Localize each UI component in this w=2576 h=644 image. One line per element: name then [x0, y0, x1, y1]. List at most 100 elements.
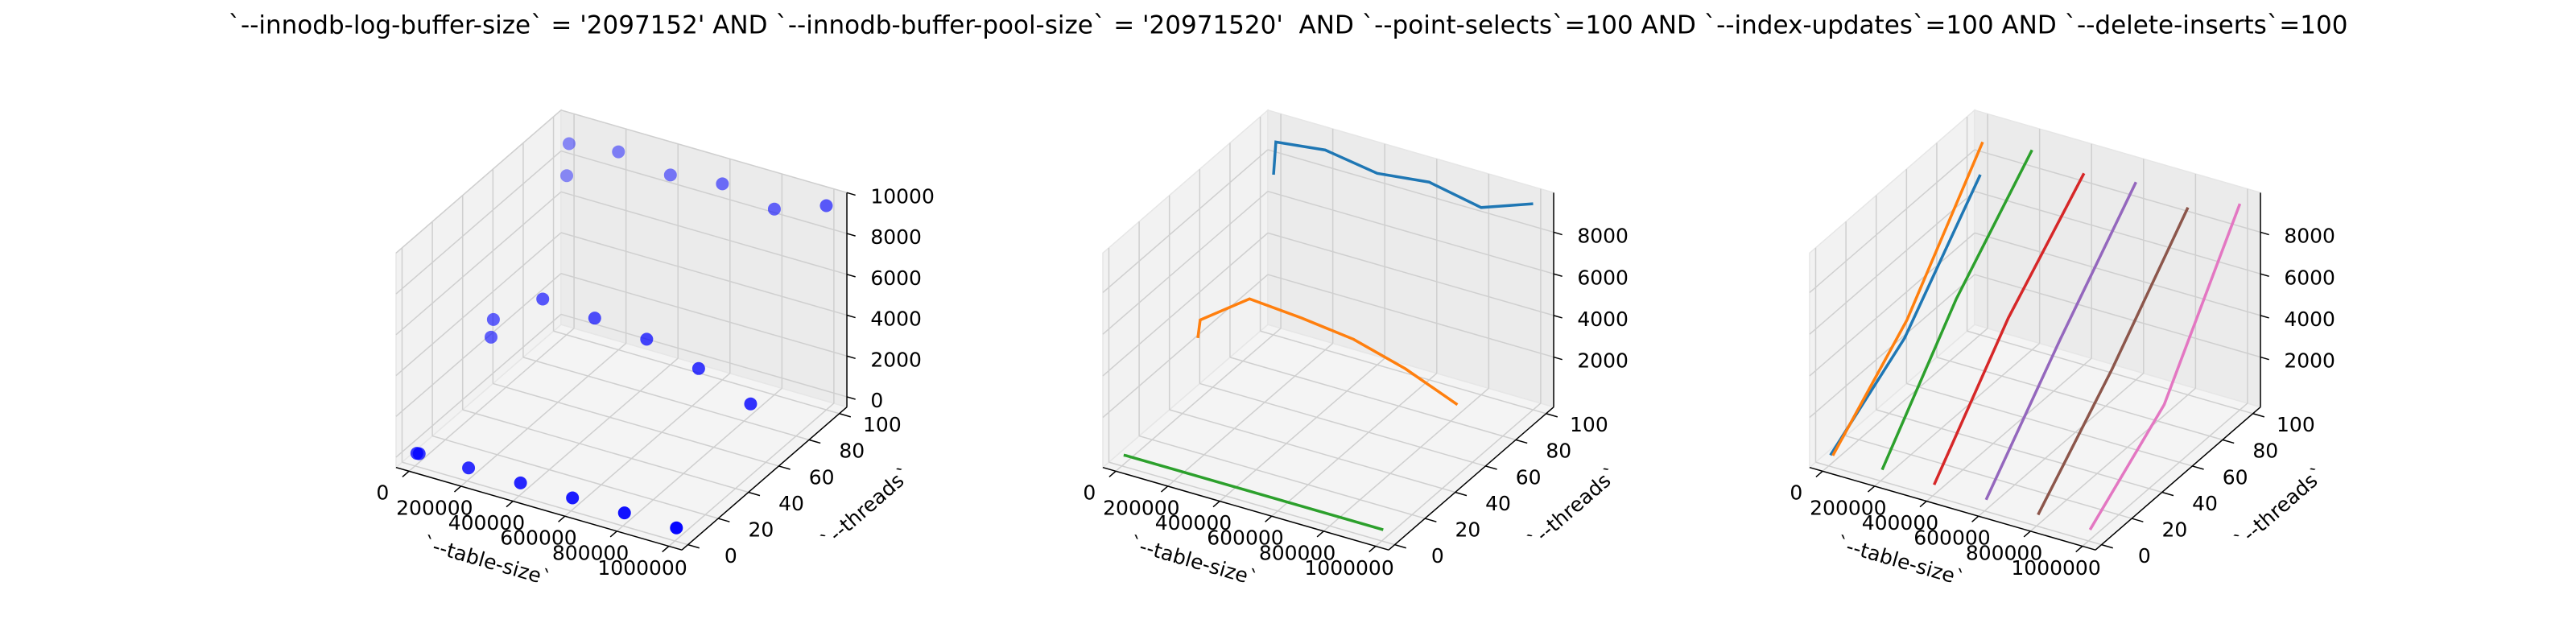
grid-line — [1267, 149, 1554, 233]
z-tick-label: 10000 — [870, 184, 935, 208]
grid-line — [560, 273, 848, 357]
line — [1880, 149, 2033, 471]
tick-mark — [846, 274, 856, 278]
grid-line — [395, 313, 562, 458]
y-tick-label: 80 — [2252, 440, 2278, 463]
tick-mark — [2192, 465, 2204, 470]
z-tick-label: 6000 — [1577, 266, 1629, 289]
tick-mark — [846, 355, 856, 360]
y-axis-line — [2095, 407, 2261, 551]
tick-mark — [1368, 545, 1377, 553]
grid-line — [1809, 191, 1975, 335]
point — [819, 199, 833, 213]
grid-line — [1167, 342, 1334, 487]
point — [514, 476, 527, 489]
y-tick-label: 60 — [1516, 465, 1542, 489]
tick-mark — [2161, 491, 2174, 497]
grid-line — [1169, 409, 1455, 493]
point — [716, 177, 729, 191]
grid-line — [1102, 149, 1269, 294]
grid-line — [408, 328, 575, 472]
grid-line — [560, 150, 848, 234]
tick-mark — [2075, 545, 2083, 553]
tick-mark — [2260, 231, 2269, 236]
tick-mark — [2222, 439, 2235, 444]
y-tick-label: 0 — [2138, 544, 2151, 568]
tick-mark — [1394, 543, 1406, 549]
grid-line — [1978, 373, 2145, 517]
tick-mark — [1971, 515, 1979, 522]
grid-line — [395, 109, 562, 254]
tick-mark — [1424, 518, 1437, 522]
z-tick-label: 4000 — [2284, 308, 2335, 331]
tick-mark — [846, 233, 856, 237]
z-tick-label: 8000 — [1577, 225, 1629, 248]
y-tick-label: 20 — [1455, 518, 1481, 541]
tick-mark — [453, 485, 462, 493]
x-tick-label: 200000 — [1810, 496, 1886, 519]
line — [1984, 181, 2137, 501]
grid-line — [1974, 190, 2261, 275]
line — [1123, 453, 1384, 531]
tick-mark — [1553, 315, 1563, 319]
z-tick-label: 8000 — [870, 225, 922, 249]
tick-mark — [1867, 485, 1876, 493]
x-tick-label: 200000 — [1103, 496, 1179, 519]
tick-mark — [2131, 518, 2144, 522]
grid-line — [1199, 382, 1486, 467]
x-tick-label: 600000 — [500, 526, 576, 550]
tick-mark — [1515, 439, 1528, 444]
tick-mark — [748, 491, 761, 497]
grid-line — [1260, 330, 1546, 415]
x-tick-label: 200000 — [396, 496, 473, 519]
grid-line — [2029, 387, 2196, 532]
tick-mark — [846, 192, 856, 196]
line — [2088, 203, 2242, 530]
tick-mark — [2260, 356, 2269, 361]
grid-line — [493, 382, 779, 467]
grid-line — [1815, 461, 2102, 546]
tick-mark — [1316, 530, 1324, 538]
grid-line — [560, 109, 848, 194]
grid-line — [1906, 382, 2193, 467]
x-tick-label: 0 — [1790, 481, 1802, 505]
tick-mark — [1553, 273, 1563, 277]
y-axis-line — [681, 407, 848, 551]
tick-mark — [846, 396, 856, 400]
tick-mark — [808, 439, 821, 444]
grid-line — [1229, 357, 1517, 441]
grid-line — [1974, 149, 2261, 233]
grid-line — [1102, 274, 1269, 419]
point — [691, 361, 705, 375]
grid-line — [395, 150, 562, 295]
grid-line — [668, 402, 835, 547]
grid-line — [1102, 191, 1269, 335]
grid-line — [460, 342, 627, 487]
grid-line — [431, 435, 719, 519]
grid-line — [1375, 402, 1542, 547]
tick-mark — [1212, 501, 1220, 508]
z-tick-label: 2000 — [2284, 349, 2335, 373]
x-tick-label: 1000000 — [1304, 556, 1393, 580]
y-tick-label: 0 — [1431, 544, 1444, 568]
grid-line — [512, 357, 679, 502]
line — [1831, 141, 1984, 456]
line — [1196, 297, 1459, 407]
point — [767, 202, 781, 216]
point — [566, 491, 580, 505]
x-axis-line — [395, 466, 683, 551]
tick-mark — [1485, 465, 1497, 470]
x-tick-label: 400000 — [1155, 511, 1232, 535]
tick-mark — [1546, 413, 1558, 418]
x-tick-label: 400000 — [1862, 511, 1938, 535]
grid-line — [1115, 328, 1282, 472]
y-tick-label: 40 — [778, 492, 804, 515]
x-tick-label: 800000 — [1966, 541, 2042, 564]
grid-line — [1102, 232, 1269, 377]
y-tick-label: 100 — [1570, 413, 1608, 436]
tick-mark — [1108, 470, 1117, 477]
grid-line — [1809, 232, 1975, 377]
y-tick-label: 100 — [2277, 413, 2315, 436]
grid-line — [1219, 357, 1385, 502]
grid-line — [1267, 274, 1554, 358]
